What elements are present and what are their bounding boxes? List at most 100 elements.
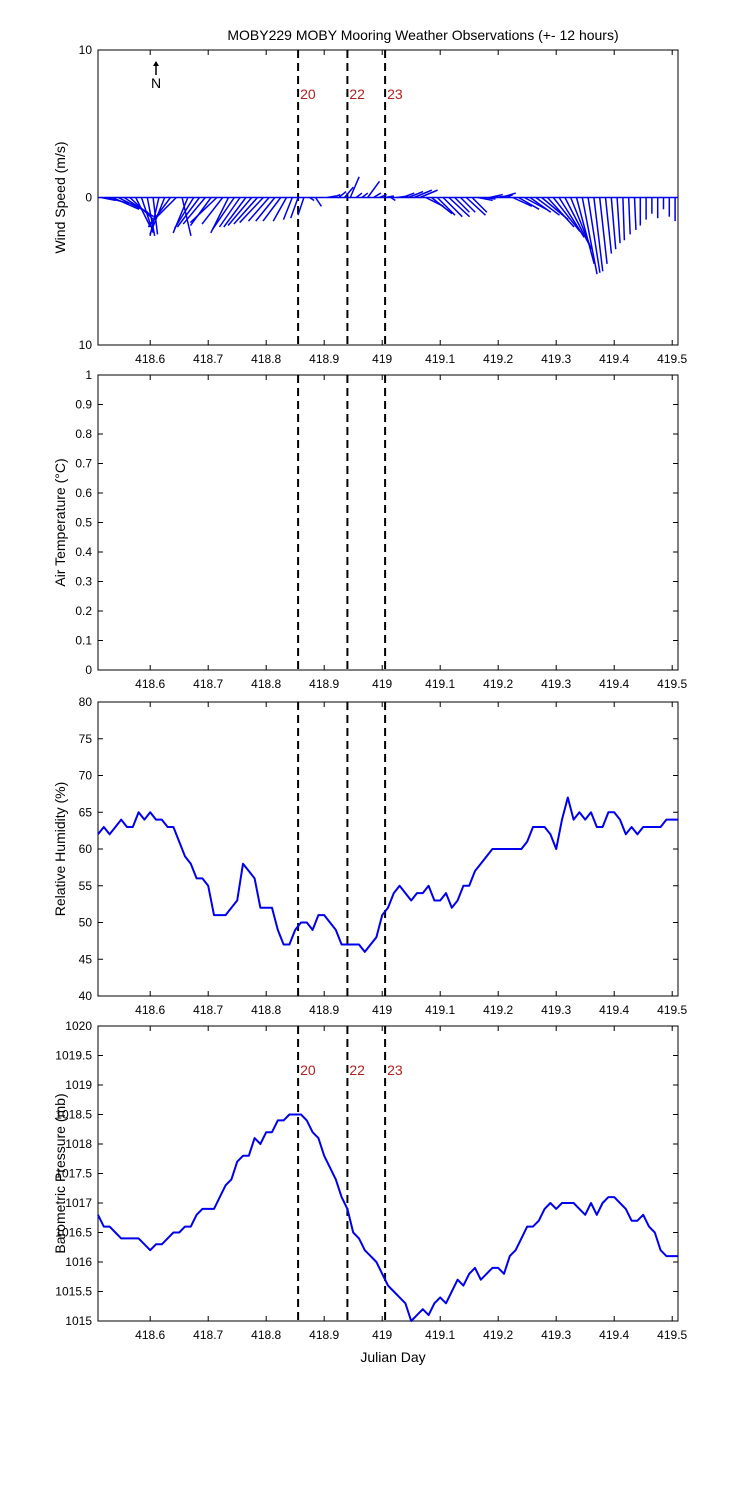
y-axis-label: Relative Humidity (%) (52, 782, 68, 917)
x-tick-label: 419.1 (425, 1003, 455, 1017)
y-tick-label: 1017.5 (55, 1167, 92, 1181)
panel-1: 418.6 418.7 418.8 418.9 419 419.1 419.2 419.3 41… (52, 43, 688, 366)
wind-vector (373, 192, 382, 199)
x-tick-label: 418.9 (309, 1328, 339, 1342)
wind-vector (402, 192, 415, 199)
wind-vector (379, 193, 387, 199)
event-marker-label: 20 (300, 1062, 316, 1078)
x-tick-label: 419.2 (483, 352, 513, 366)
y-axis-label: Wind Speed (m/s) (52, 141, 68, 253)
x-tick-label: 418.8 (251, 1003, 281, 1017)
wind-vector (512, 196, 533, 208)
wind-vector (189, 196, 218, 224)
data-line (97, 1113, 678, 1322)
x-tick-label: 419.5 (657, 352, 687, 366)
y-tick-label: 0.7 (75, 457, 92, 471)
wind-vector (413, 189, 433, 199)
y-tick-label: 55 (79, 879, 93, 893)
x-tick-label: 419.1 (425, 352, 455, 366)
wind-vector (587, 197, 601, 273)
x-tick-label: 418.8 (251, 1328, 281, 1342)
wind-vector (529, 196, 552, 213)
x-tick-label: 419.4 (599, 352, 629, 366)
wind-vector (604, 197, 613, 254)
wind-vector (272, 197, 288, 222)
north-label: N (151, 75, 161, 91)
y-tick-label: 65 (79, 805, 93, 819)
wind-vector (610, 197, 617, 250)
x-tick-label: 419.2 (483, 677, 513, 691)
wind-vector (338, 191, 347, 199)
wind-vector (349, 176, 360, 198)
wind-vector (535, 196, 560, 216)
x-tick-label: 418.6 (135, 352, 165, 366)
wind-vector (454, 196, 470, 213)
panel-3: 418.6 418.7 418.8 418.9 419 419.1 419.2 419.3 41… (52, 695, 688, 1017)
x-tick-label: 419 (372, 677, 392, 691)
panels: 418.6 418.7 418.8 418.9 419 419.1 419.2 419.3 41… (52, 43, 688, 1342)
wind-vector (282, 197, 293, 220)
wind-vector (633, 197, 637, 230)
y-axis-label: Barometric Pressure (mb) (52, 1093, 68, 1253)
y-tick-label: 0.3 (75, 575, 92, 589)
wind-vector (255, 197, 276, 222)
x-tick-label: 419.3 (541, 352, 571, 366)
y-tick-label: 0.4 (75, 545, 92, 559)
wind-vector (390, 196, 396, 202)
panel-4: 418.6 418.7 418.8 418.9 419 419.1 419.2 419.3 41… (52, 1019, 688, 1342)
wind-vector (431, 196, 453, 215)
event-marker-label: 22 (349, 1062, 365, 1078)
y-tick-label: 1018.5 (55, 1108, 92, 1122)
y-tick-label: 0.8 (75, 427, 92, 441)
y-tick-label: 1019 (65, 1078, 92, 1092)
x-tick-label: 419.3 (541, 1003, 571, 1017)
x-tick-label: 419.5 (657, 1003, 687, 1017)
wind-vector (436, 196, 456, 216)
y-tick-label: 45 (79, 952, 93, 966)
x-tick-label: 419 (372, 1328, 392, 1342)
wind-vector (290, 197, 299, 219)
wind-vector (146, 197, 156, 236)
x-tick-label: 418.7 (193, 1003, 223, 1017)
x-tick-label: 419.4 (599, 1328, 629, 1342)
wind-vector (239, 196, 264, 224)
panel-2: 418.6 418.7 418.8 418.9 419 419.1 419.2 419.3 41… (52, 368, 688, 691)
wind-vector (471, 196, 488, 213)
x-tick-label: 418.7 (193, 1328, 223, 1342)
wind-vector (367, 180, 381, 198)
x-tick-label: 419.2 (483, 1328, 513, 1342)
y-tick-label: 1020 (65, 1019, 92, 1033)
y-tick-label: 1019.5 (55, 1049, 92, 1063)
y-tick-label: 0.6 (75, 486, 92, 500)
x-tick-label: 419.5 (657, 677, 687, 691)
x-tick-label: 418.8 (251, 677, 281, 691)
x-tick-label: 418.6 (135, 677, 165, 691)
y-tick-label: 75 (79, 732, 93, 746)
wind-vector (593, 197, 604, 272)
y-tick-label: 10 (79, 43, 93, 57)
wind-vector (489, 193, 503, 199)
wind-vector (627, 197, 631, 235)
wind-vector (384, 195, 395, 199)
wind-vector (211, 197, 235, 231)
chart-title: MOBY229 MOBY Mooring Weather Observation… (227, 27, 618, 43)
plot-frame (97, 374, 679, 671)
y-tick-label: 1 (85, 368, 92, 382)
wind-vector (558, 197, 585, 238)
y-tick-label: 1018 (65, 1137, 92, 1151)
wind-vector (616, 197, 621, 244)
wind-vector (149, 196, 177, 225)
x-tick-label: 418.6 (135, 1328, 165, 1342)
wind-vector (176, 197, 201, 228)
plot-frame (97, 701, 679, 997)
wind-vector (581, 197, 598, 275)
y-tick-label: 40 (79, 989, 93, 1003)
x-tick-label: 419.4 (599, 1003, 629, 1017)
x-tick-label: 419 (372, 352, 392, 366)
wind-vector (218, 197, 241, 228)
wind-vector (622, 197, 626, 241)
wind-vector (459, 196, 476, 213)
y-tick-label: 80 (79, 695, 93, 709)
y-tick-label: 0.1 (75, 634, 92, 648)
